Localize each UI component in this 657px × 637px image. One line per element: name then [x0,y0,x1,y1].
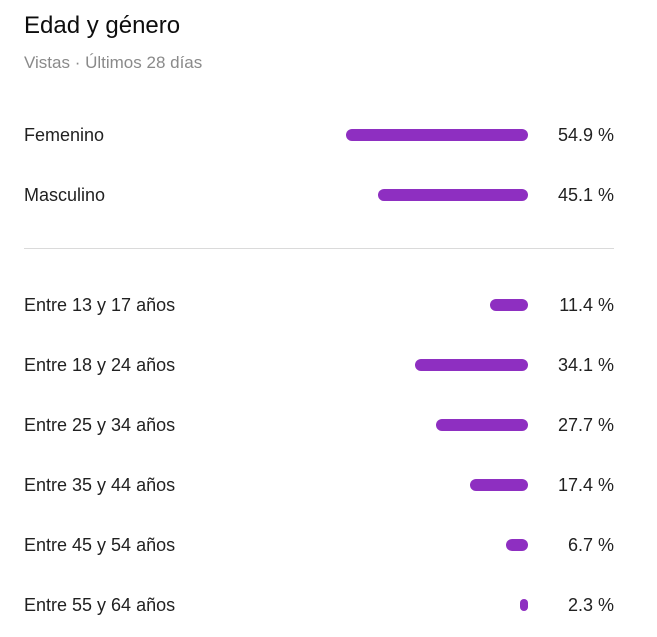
gender-value-label: 54.9 % [557,125,614,145]
age-bar [490,299,528,311]
age-value-label: 34.1 % [557,355,614,375]
age-bar-track [346,359,528,371]
age-category-label: Entre 25 y 34 años [24,415,176,435]
age-row: Entre 55 y 64 años 2.3 % [24,590,614,620]
age-bar [470,479,528,491]
age-row: Entre 25 y 34 años 27.7 % [24,410,614,440]
age-row: Entre 18 y 24 años 34.1 % [24,350,614,380]
age-bar-track [346,299,528,311]
age-bar-track [346,419,528,431]
gender-row: Femenino 54.9 % [24,120,614,150]
page-subtitle: Vistas · Últimos 28 días [24,53,203,72]
gender-row: Masculino 45.1 % [24,180,614,210]
age-row: Entre 45 y 54 años 6.7 % [24,530,614,560]
gender-bar [378,189,528,201]
age-value-label: 17.4 % [557,475,614,495]
age-category-label: Entre 45 y 54 años [24,535,176,555]
age-bar-track [346,599,528,611]
section-divider [24,248,614,249]
age-category-label: Entre 13 y 17 años [24,295,176,315]
age-bar [415,359,528,371]
age-value-label: 2.3 % [567,595,614,615]
gender-bar-track [346,129,528,141]
age-bar-track [346,539,528,551]
age-value-label: 27.7 % [557,415,614,435]
age-category-label: Entre 18 y 24 años [24,355,176,375]
age-bar [506,539,528,551]
gender-value-label: 45.1 % [557,185,614,205]
age-value-label: 11.4 % [559,295,614,315]
gender-category-label: Masculino [24,185,106,205]
age-category-label: Entre 55 y 64 años [24,595,176,615]
age-bar-track [346,479,528,491]
age-row: Entre 35 y 44 años 17.4 % [24,470,614,500]
age-category-label: Entre 35 y 44 años [24,475,176,495]
age-row: Entre 13 y 17 años 11.4 % [24,290,614,320]
gender-bar [346,129,528,141]
page-title: Edad y género [24,12,181,39]
age-value-label: 6.7 % [567,535,614,555]
age-bar [520,599,528,611]
age-bar [436,419,528,431]
gender-bar-track [346,189,528,201]
gender-category-label: Femenino [24,125,105,145]
